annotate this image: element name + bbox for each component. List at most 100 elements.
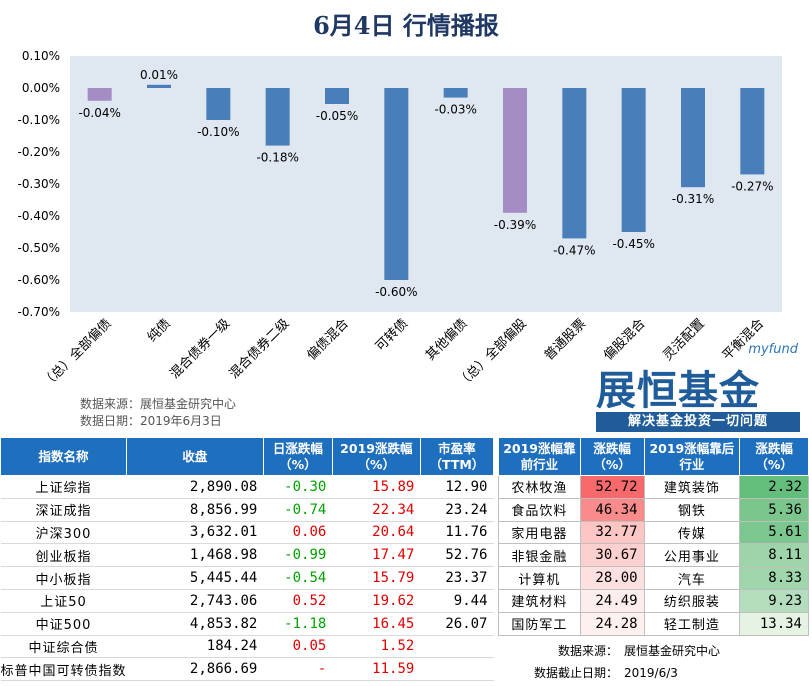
data-label: 0.01%	[140, 68, 178, 82]
bar	[443, 88, 468, 98]
y-tick-label: -0.10%	[18, 113, 60, 127]
table-row: 食品饮料 46.34 钢铁 5.36	[498, 497, 809, 522]
col-header-top-industry: 2019涨幅靠前行业	[498, 437, 581, 476]
close-cell: 5,445.44	[126, 566, 264, 590]
x-tick-label: 可转债	[373, 316, 411, 354]
table-row: 上证50 2,743.06 0.52 19.62 9.44	[0, 589, 494, 613]
logo-slogan: 解决基金投资一切问题	[596, 412, 800, 432]
data-label: -0.27%	[731, 179, 773, 193]
x-tick-label: 其他偏债	[423, 316, 470, 363]
data-label: -0.39%	[494, 218, 536, 232]
top-change-cell: 46.34	[579, 497, 645, 522]
bottom-change-cell: 2.32	[739, 475, 809, 499]
bottom-industry-cell: 建筑装饰	[643, 475, 741, 499]
daily-change-cell: -1.18	[263, 612, 333, 636]
pe-cell	[420, 657, 494, 682]
table-row: 国防军工 24.28 轻工制造 13.34	[498, 611, 809, 636]
logo-name: 展恒基金	[596, 368, 760, 414]
bar	[621, 88, 646, 232]
top-industry-cell: 国防军工	[498, 611, 581, 636]
daily-change-cell: -	[263, 657, 333, 682]
ytd-change-cell: 11.59	[332, 657, 421, 682]
bottom-industry-cell: 纺织服装	[643, 588, 741, 613]
brand-logo: myfund 展恒基金 解决基金投资一切问题	[590, 342, 806, 434]
daily-change-cell: -0.30	[263, 475, 333, 499]
index-name-cell: 标普中国可转债指数	[0, 657, 127, 682]
page-title: 6月4日 行情播报	[313, 11, 499, 40]
x-tick-label: 偏债混合	[304, 316, 351, 363]
data-label: -0.31%	[672, 192, 714, 206]
daily-change-cell: 0.06	[263, 521, 333, 545]
ytd-change-cell: 1.52	[332, 635, 421, 659]
pe-cell	[420, 635, 494, 659]
close-cell: 184.24	[126, 635, 264, 659]
table-row: 沪深300 3,632.01 0.06 20.64 11.76	[0, 521, 494, 545]
col-header-pe: 市盈率（TTM）	[419, 437, 495, 476]
index-table: 指数名称 收盘 日涨跌幅（%） 2019涨跌幅（%） 市盈率（TTM） 上证综指…	[0, 437, 495, 682]
x-tick-label: 混合债券一级	[167, 316, 233, 382]
y-tick-label: -0.20%	[18, 145, 60, 159]
x-tick-label: 混合债券二级	[226, 316, 292, 382]
top-industry-cell: 家用电器	[498, 520, 581, 545]
close-cell: 2,890.08	[126, 475, 264, 499]
daily-change-cell: -0.99	[263, 543, 333, 568]
plot-area	[70, 56, 782, 312]
index-name-cell: 深证成指	[0, 498, 127, 522]
table-date-value: 2019/6/3	[624, 666, 678, 680]
bar	[265, 88, 290, 146]
bar	[562, 88, 587, 239]
bottom-industry-cell: 汽车	[643, 566, 741, 590]
value-labels: -0.04% 0.01% -0.10% -0.18% -0.05% -0.60% -0.03…	[78, 68, 773, 299]
bottom-change-cell: 5.36	[739, 497, 809, 522]
industry-table: 2019涨幅靠前行业 涨跌幅（%） 2019涨幅靠后行业 涨跌幅（%） 农林牧渔…	[498, 437, 809, 636]
table-row: 上证综指 2,890.08 -0.30 15.89 12.90	[0, 475, 494, 499]
x-tick-label: 普通股票	[542, 316, 589, 363]
pe-cell: 52.76	[420, 543, 494, 568]
bar	[147, 84, 171, 88]
pe-cell: 23.37	[420, 566, 494, 590]
table-source-label: 数据来源：	[557, 644, 618, 658]
bottom-change-cell: 8.33	[739, 566, 809, 590]
ytd-change-cell: 17.47	[332, 543, 421, 568]
data-label: -0.10%	[197, 125, 239, 139]
top-change-cell: 28.00	[579, 566, 645, 590]
table-row: 计算机 28.00 汽车 8.33	[498, 566, 809, 590]
pe-cell: 26.07	[420, 612, 494, 636]
col-header-top-change: 涨跌幅（%）	[579, 437, 645, 476]
bottom-industry-cell: 钢铁	[643, 497, 741, 522]
ytd-change-cell: 15.79	[332, 566, 421, 590]
daily-change-cell: -0.74	[263, 498, 333, 522]
top-industry-cell: 计算机	[498, 566, 581, 590]
pe-cell: 11.76	[420, 521, 494, 545]
bottom-change-cell: 9.23	[739, 588, 809, 613]
bar-chart: 0.10% 0.00% -0.10% -0.20% -0.30% -0.40% -0.50%…	[18, 49, 782, 391]
index-name-cell: 上证50	[0, 589, 127, 613]
bar	[681, 88, 705, 188]
top-change-cell: 32.77	[579, 520, 645, 545]
pe-cell: 9.44	[420, 589, 494, 613]
bottom-industry-cell: 传媒	[643, 520, 741, 545]
col-header-ytd: 2019涨跌幅（%）	[331, 437, 421, 476]
close-cell: 8,856.99	[126, 498, 264, 522]
logo-myfund-text: myfund	[748, 342, 798, 357]
table-row: 建筑材料 24.49 纺织服装 9.23	[498, 588, 809, 613]
table-row: 中小板指 5,445.44 -0.54 15.79 23.37	[0, 566, 494, 590]
y-tick-label: -0.30%	[18, 177, 60, 191]
index-table-header: 指数名称 收盘 日涨跌幅（%） 2019涨跌幅（%） 市盈率（TTM）	[0, 437, 495, 476]
data-label: -0.18%	[256, 151, 298, 165]
bottom-change-cell: 8.11	[739, 543, 809, 568]
index-name-cell: 沪深300	[0, 521, 127, 545]
col-header-close: 收盘	[126, 437, 264, 476]
data-label: -0.05%	[316, 109, 358, 123]
daily-change-cell: 0.05	[263, 635, 333, 659]
top-industry-cell: 非银金融	[498, 543, 581, 568]
col-header-bottom-change: 涨跌幅（%）	[739, 437, 809, 476]
y-tick-label: 0.00%	[22, 81, 60, 95]
top-change-cell: 24.49	[579, 588, 645, 613]
table-date-label: 数据截止日期：	[533, 666, 618, 680]
ytd-change-cell: 22.34	[332, 498, 421, 522]
close-cell: 4,853.82	[126, 612, 264, 636]
index-name-cell: 上证综指	[0, 475, 127, 499]
table-row: 创业板指 1,468.98 -0.99 17.47 52.76	[0, 543, 494, 568]
chart-source-note: 数据来源：展恒基金研究中心 数据日期：2019年6月3日	[80, 396, 236, 430]
